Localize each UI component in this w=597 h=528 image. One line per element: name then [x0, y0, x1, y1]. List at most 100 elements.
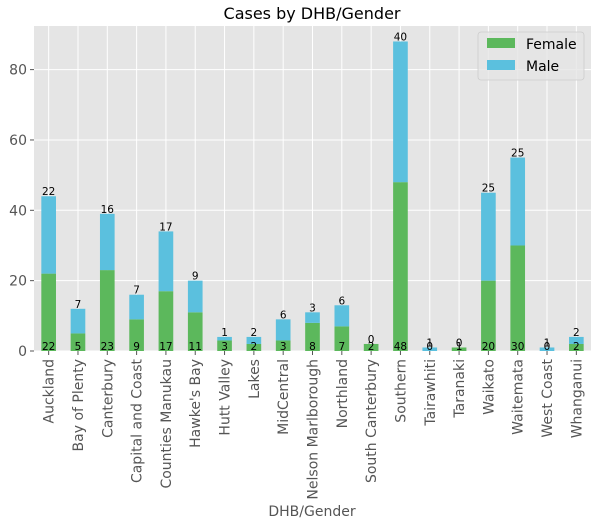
- legend-swatch-female: [487, 38, 515, 48]
- data-label-female: 3: [280, 341, 287, 353]
- legend: Female Male: [477, 31, 585, 81]
- data-label-female: 9: [133, 341, 140, 353]
- data-label-male: 17: [159, 221, 172, 233]
- y-tick-label: 40: [9, 203, 27, 219]
- bar-male: [334, 305, 350, 327]
- x-tick-label: West Coast: [540, 358, 556, 437]
- x-axis-ticks: Auckland Bay of Plenty Canterbury Capital a…: [42, 351, 585, 500]
- bar-female: [99, 270, 115, 351]
- x-tick-label: MidCentral: [276, 359, 292, 435]
- bar-female: [363, 343, 379, 351]
- data-label-male: 1: [544, 337, 551, 349]
- bar-male: [41, 196, 56, 274]
- data-label-male: 1: [221, 327, 228, 339]
- x-tick-label: Auckland: [42, 359, 58, 423]
- bar-male: [481, 192, 496, 281]
- data-label-male: 6: [338, 295, 345, 307]
- x-tick-label: Tairawhiti: [423, 359, 439, 427]
- x-tick-label: Waitemata: [511, 359, 527, 435]
- x-tick-label: Capital and Coast: [130, 358, 146, 483]
- bar-female: [158, 291, 174, 351]
- data-label-female: 5: [75, 341, 82, 353]
- bar-male: [569, 336, 584, 344]
- x-tick-label: Taranaki: [452, 359, 468, 419]
- data-label-male: 25: [511, 148, 524, 160]
- data-label-male: 7: [75, 299, 82, 311]
- bar-female: [393, 182, 408, 351]
- data-label-female: 1: [456, 341, 463, 353]
- bar-female: [217, 340, 232, 351]
- x-tick-label: Nelson Marlborough: [306, 359, 322, 500]
- data-label-male: 2: [251, 327, 258, 339]
- data-label-male: 2: [573, 327, 580, 339]
- bar-female: [481, 280, 496, 351]
- bar-male: [305, 312, 320, 323]
- data-label-female: 2: [573, 341, 580, 353]
- data-label-female: 2: [368, 341, 375, 353]
- bar-female: [129, 319, 144, 351]
- bar-female: [70, 333, 86, 351]
- bar-male: [393, 41, 408, 183]
- bar-male: [187, 280, 203, 313]
- x-tick-label: Lakes: [247, 359, 263, 399]
- y-tick-label: 60: [9, 133, 27, 149]
- bar-female: [451, 347, 467, 351]
- bar-female: [510, 245, 526, 351]
- bar-male: [422, 347, 438, 351]
- bar-male: [129, 294, 144, 320]
- data-label-male: 9: [192, 271, 199, 283]
- x-tick-label: Hawke's Bay: [188, 359, 204, 448]
- bar-female: [305, 322, 320, 351]
- bar-male: [510, 157, 526, 246]
- data-label-male: 25: [482, 183, 495, 195]
- x-tick-label: Counties Manukau: [159, 359, 175, 489]
- data-label-female: 0: [544, 341, 551, 353]
- bar-male: [99, 213, 115, 271]
- chart-title: Cases by DHB/Gender: [224, 4, 401, 23]
- x-tick-label: Whanganui: [569, 359, 585, 438]
- data-label-male: 0: [456, 337, 463, 349]
- bar-male: [70, 308, 86, 334]
- y-tick-label: 20: [9, 274, 27, 290]
- data-label-female: 2: [251, 341, 258, 353]
- data-label-female: 8: [309, 341, 316, 353]
- bar-female: [246, 343, 262, 351]
- legend-swatch-male: [487, 60, 515, 70]
- x-tick-label: Bay of Plenty: [71, 359, 87, 451]
- bar-female: [41, 273, 56, 351]
- x-tick-label: Waikato: [481, 359, 497, 415]
- data-label-male: 1: [426, 337, 433, 349]
- data-label-male: 22: [42, 186, 55, 198]
- bar-female: [334, 326, 350, 351]
- data-label-female: 22: [42, 341, 55, 353]
- data-label-female: 23: [101, 341, 114, 353]
- data-label-female: 48: [394, 341, 407, 353]
- data-label-female: 30: [511, 341, 524, 353]
- x-axis-label: DHB/Gender: [268, 504, 355, 520]
- bars: [41, 41, 584, 351]
- bar-female: [569, 343, 584, 351]
- y-tick-label: 80: [9, 63, 27, 79]
- bar-male: [246, 336, 262, 344]
- data-label-male: 0: [368, 334, 375, 346]
- legend-label-female: Female: [526, 37, 577, 53]
- bar-male: [158, 231, 174, 292]
- x-tick-label: Southern: [393, 359, 409, 423]
- data-label-male: 7: [133, 285, 140, 297]
- data-label-male: 6: [280, 309, 287, 321]
- x-tick-label: Canterbury: [100, 359, 116, 438]
- data-label-male: 16: [101, 204, 115, 216]
- y-tick-label: 0: [18, 344, 27, 360]
- legend-label-male: Male: [526, 59, 559, 75]
- data-label-male: 3: [309, 302, 316, 314]
- bar-male: [275, 319, 291, 341]
- data-label-female: 20: [482, 341, 495, 353]
- data-label-male: 40: [394, 31, 407, 43]
- x-tick-label: Northland: [335, 359, 351, 428]
- data-label-female: 11: [189, 341, 202, 353]
- data-label-female: 7: [338, 341, 345, 353]
- y-axis-ticks: 0 20 40 60 80: [9, 63, 34, 360]
